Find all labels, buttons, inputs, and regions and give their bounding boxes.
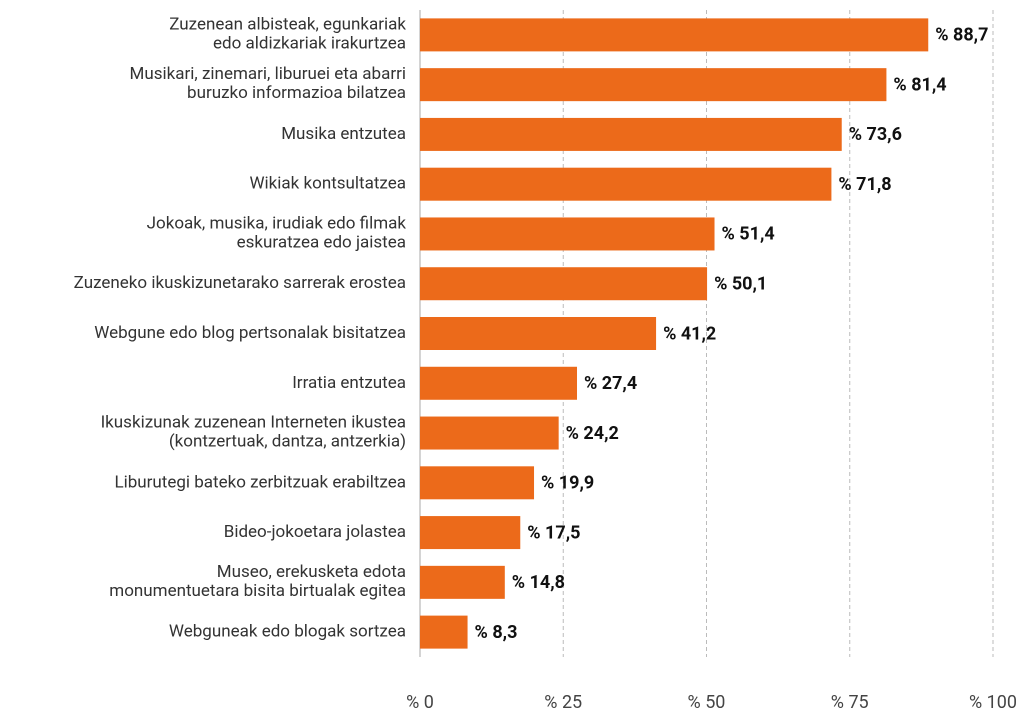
category-label: Webgune edo blog pertsonalak bisitatzea xyxy=(94,323,406,343)
value-label: % 50,1 xyxy=(714,273,767,294)
bar xyxy=(420,18,929,52)
bar xyxy=(420,565,505,599)
bar xyxy=(420,416,559,450)
bar xyxy=(420,117,842,151)
bar xyxy=(420,466,535,500)
category-label: Bideo-jokoetara jolastea xyxy=(224,522,406,542)
category-label: Irratia entzutea xyxy=(292,373,406,393)
category-label: Webguneak edo blogak sortzea xyxy=(169,622,406,642)
category-label: Musikari, zinemari, liburuei eta abarri b… xyxy=(130,65,406,104)
bar xyxy=(420,267,708,301)
bar xyxy=(420,167,832,201)
value-label: % 71,8 xyxy=(838,174,891,195)
bar xyxy=(420,516,521,550)
value-label: % 27,4 xyxy=(584,373,637,394)
value-label: % 19,9 xyxy=(541,473,594,494)
bar xyxy=(420,366,578,400)
x-tick-label: % 100 xyxy=(969,692,1017,713)
value-label: % 8,3 xyxy=(475,622,518,643)
bar xyxy=(420,317,657,350)
value-label: % 51,4 xyxy=(722,224,775,245)
value-label: % 81,4 xyxy=(893,74,946,95)
category-label: Wikiak kontsultatzea xyxy=(249,174,406,194)
x-tick-label: % 0 xyxy=(406,692,434,713)
value-label: % 14,8 xyxy=(512,572,565,593)
x-tick-label: % 50 xyxy=(688,692,726,713)
value-label: % 73,6 xyxy=(849,124,902,145)
value-label: % 41,2 xyxy=(663,323,716,344)
category-label: Jokoak, musika, irudiak edo filmak eskura… xyxy=(147,214,407,253)
bar xyxy=(420,615,468,649)
value-label: % 88,7 xyxy=(935,25,988,46)
category-label: Ikuskizunak zuzenean Interneten ikustea(… xyxy=(101,413,406,452)
value-label: % 24,2 xyxy=(566,423,619,444)
x-tick-label: % 75 xyxy=(831,692,869,713)
category-label: Museo, erekusketa edota monumentuetara bi… xyxy=(109,562,406,601)
bar xyxy=(420,68,887,102)
bar xyxy=(420,217,715,251)
x-tick-label: % 25 xyxy=(544,692,582,713)
category-label: Liburutegi bateko zerbitzuak erabiltzea xyxy=(114,472,406,492)
value-label: % 17,5 xyxy=(527,522,580,543)
category-label: Zuzeneko ikuskizunetarako sarrerak erost… xyxy=(74,273,406,293)
category-label: Musika entzutea xyxy=(281,124,406,144)
category-label: Zuzenean albisteak, egunkariak edo aldizk… xyxy=(169,15,406,54)
